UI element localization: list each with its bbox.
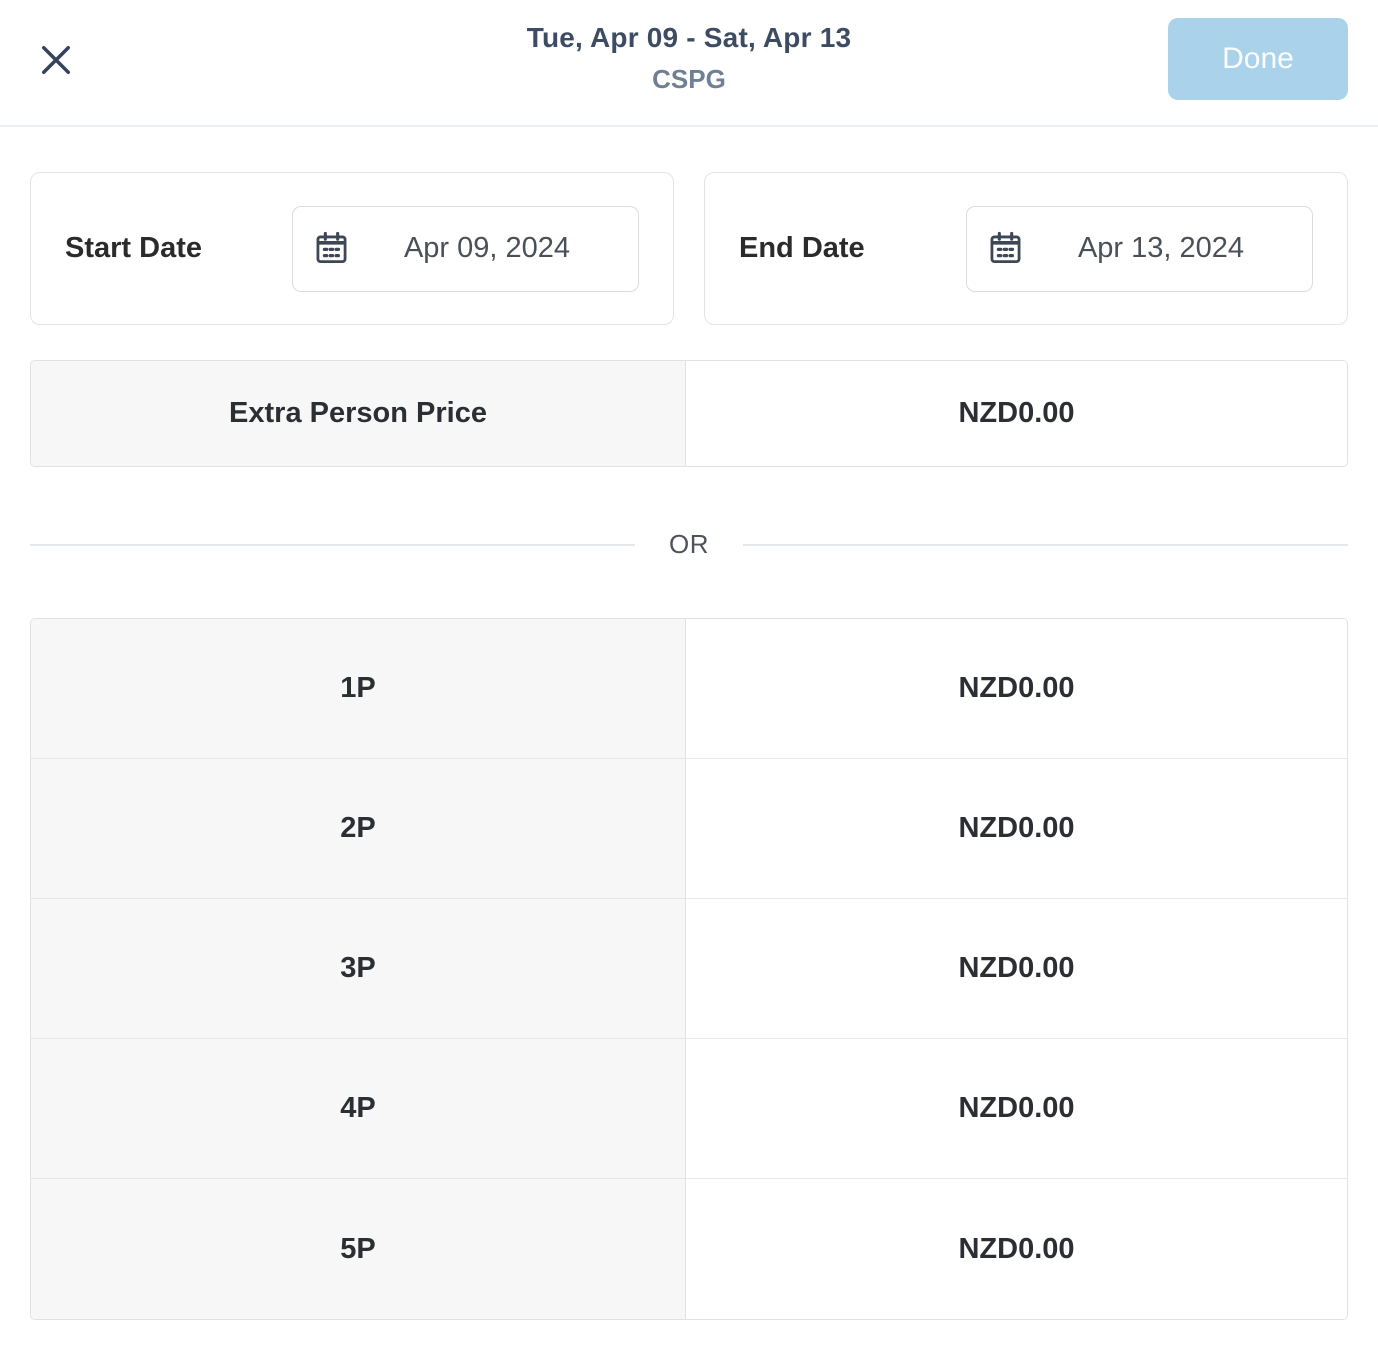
occupancy-price: NZD0.00 [958, 1092, 1075, 1124]
occupancy-price-table: 1P NZD0.00 2P NZD0.00 3P NZD0. [30, 618, 1348, 1320]
end-date-input[interactable]: Apr 13, 2024 [966, 205, 1313, 292]
occupancy-label: 4P [340, 1092, 376, 1124]
occupancy-label: 2P [340, 812, 376, 844]
or-divider: OR [30, 529, 1348, 560]
extra-person-price-value-cell[interactable]: NZD0.00 [686, 361, 1347, 466]
table-row-5p: 5P NZD0.00 [31, 1179, 1347, 1319]
occupancy-label-cell: 1P [31, 619, 686, 758]
modal-header: Tue, Apr 09 - Sat, Apr 13 CSPG Done [0, 0, 1378, 127]
table-row-2p: 2P NZD0.00 [31, 759, 1347, 899]
table-row-4p: 4P NZD0.00 [31, 1039, 1347, 1179]
start-date-label: Start Date [65, 232, 202, 264]
occupancy-price-cell[interactable]: NZD0.00 [686, 619, 1347, 758]
end-date-card: End Date [704, 172, 1348, 325]
start-date-value: Apr 09, 2024 [403, 232, 571, 264]
start-date-input[interactable]: Apr 09, 2024 [292, 205, 639, 292]
divider-line [30, 543, 635, 546]
occupancy-label: 5P [340, 1232, 376, 1265]
occupancy-price-cell[interactable]: NZD0.00 [686, 759, 1347, 898]
occupancy-price: NZD0.00 [958, 952, 1075, 984]
close-icon [35, 39, 77, 81]
divider-line [743, 543, 1348, 546]
extra-person-price-label: Extra Person Price [229, 397, 487, 429]
extra-person-price-row: Extra Person Price NZD0.00 [30, 360, 1348, 467]
occupancy-price-cell[interactable]: NZD0.00 [686, 1179, 1347, 1319]
start-date-card: Start Date [30, 172, 674, 325]
occupancy-price: NZD0.00 [958, 1232, 1075, 1265]
occupancy-label-cell: 3P [31, 899, 686, 1038]
table-row-3p: 3P NZD0.00 [31, 899, 1347, 1039]
date-pickers-row: Start Date [30, 172, 1348, 325]
occupancy-price: NZD0.00 [958, 672, 1075, 704]
occupancy-label-cell: 5P [31, 1179, 686, 1319]
done-button[interactable]: Done [1168, 18, 1348, 100]
occupancy-label-cell: 4P [31, 1039, 686, 1178]
occupancy-label-cell: 2P [31, 759, 686, 898]
or-divider-label: OR [669, 529, 709, 559]
occupancy-price: NZD0.00 [958, 812, 1075, 844]
occupancy-price-cell[interactable]: NZD0.00 [686, 899, 1347, 1038]
close-button[interactable] [30, 34, 82, 86]
occupancy-label: 1P [340, 672, 376, 704]
occupancy-price-cell[interactable]: NZD0.00 [686, 1039, 1347, 1178]
end-date-value: Apr 13, 2024 [1077, 232, 1245, 264]
table-row-1p: 1P NZD0.00 [31, 619, 1347, 759]
modal-content: Start Date [0, 172, 1378, 1320]
end-date-label: End Date [739, 232, 865, 264]
extra-person-price-value: NZD0.00 [958, 397, 1075, 429]
occupancy-label: 3P [340, 952, 376, 984]
extra-person-price-label-cell: Extra Person Price [31, 361, 686, 466]
calendar-icon [313, 230, 350, 267]
calendar-icon [987, 230, 1024, 267]
